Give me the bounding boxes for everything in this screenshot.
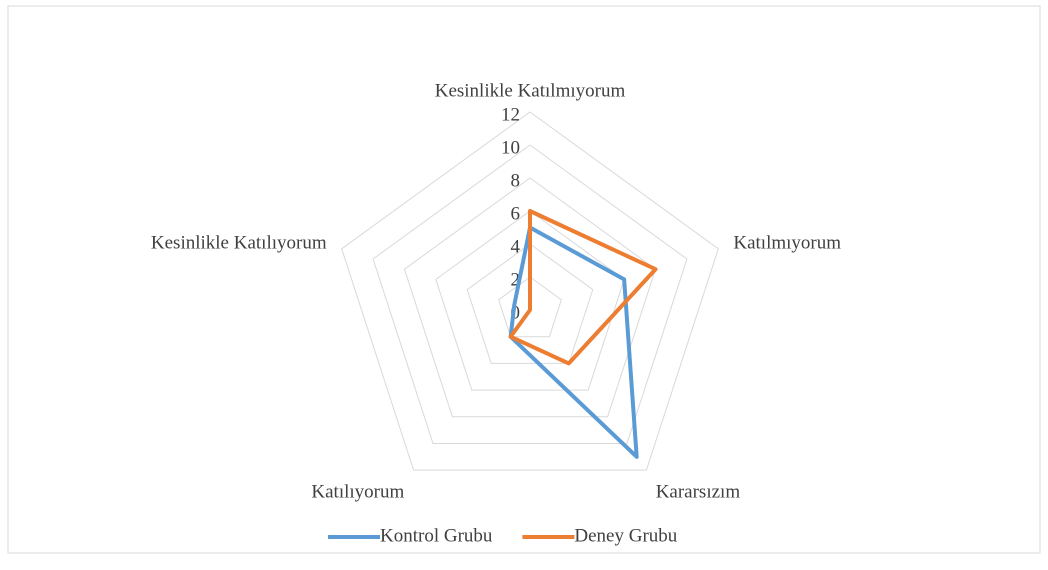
category-label: Kararsızım xyxy=(656,481,741,502)
legend-label: Kontrol Grubu xyxy=(380,525,493,546)
series-line xyxy=(508,225,639,459)
grid-ring xyxy=(341,111,719,471)
chart-frame xyxy=(7,5,1041,554)
r-tick-label: 8 xyxy=(511,170,521,191)
r-tick-label: 10 xyxy=(501,137,520,158)
r-tick-label: 2 xyxy=(511,269,521,290)
category-label: Katılıyorum xyxy=(311,481,404,502)
grid-ring xyxy=(372,144,688,444)
category-label: Kesinlikle Katılmıyorum xyxy=(435,81,626,102)
r-tick-label: 12 xyxy=(501,104,520,125)
r-tick-label: 4 xyxy=(511,236,521,257)
grid-ring xyxy=(435,210,625,391)
category-label: Kesinlikle Katılıyorum xyxy=(151,232,327,253)
grid-ring xyxy=(498,276,562,338)
series-line xyxy=(508,209,658,366)
legend-label: Deney Grubu xyxy=(574,525,677,546)
grid-ring xyxy=(403,177,657,418)
r-tick-label: 6 xyxy=(511,203,521,224)
category-label: Katılmıyorum xyxy=(733,232,841,253)
grid-ring xyxy=(466,243,594,364)
